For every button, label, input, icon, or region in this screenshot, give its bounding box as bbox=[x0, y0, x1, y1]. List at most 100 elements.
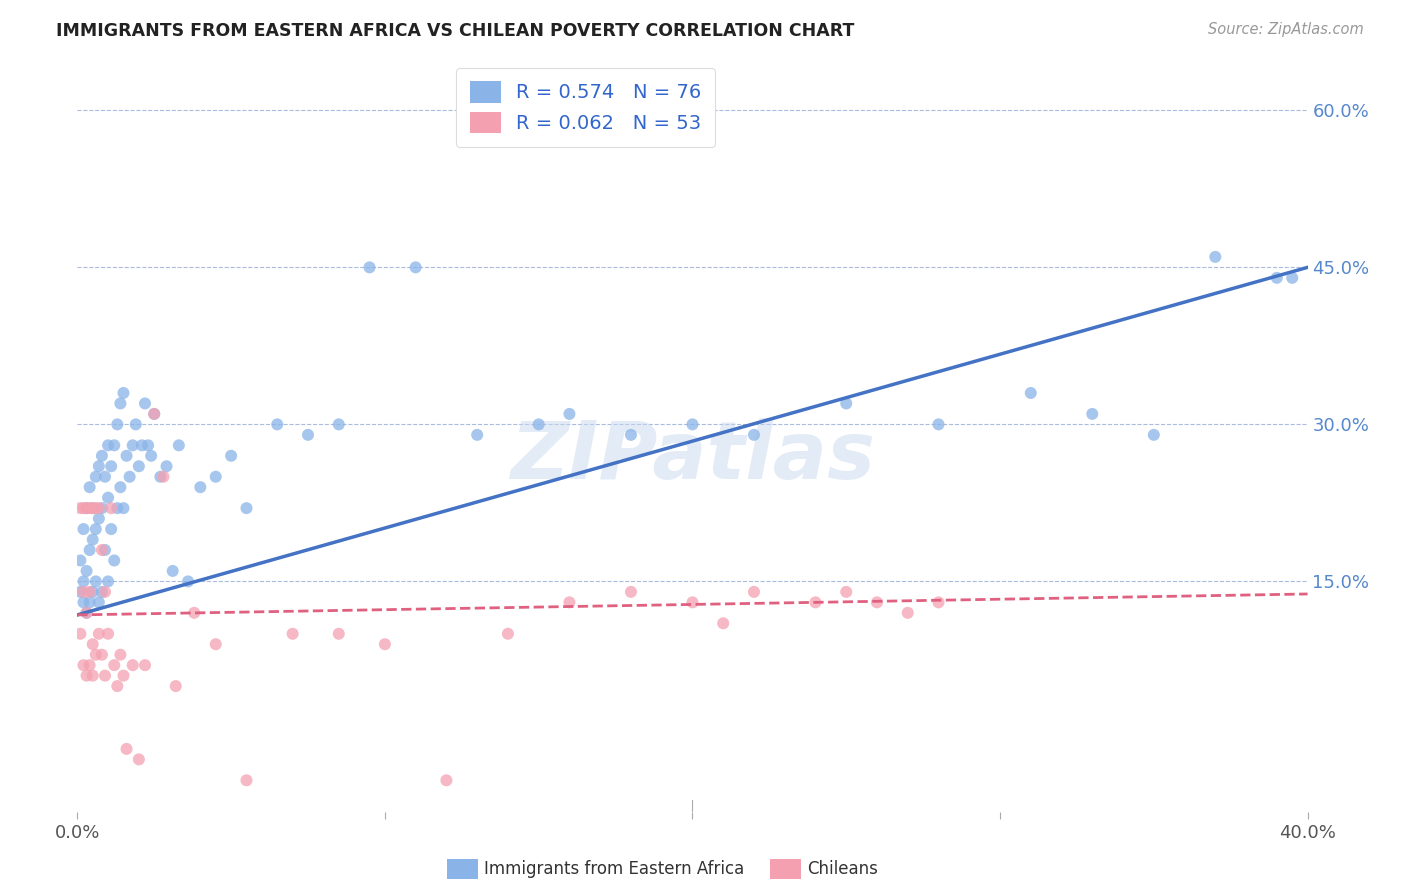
Point bbox=[97, 491, 120, 505]
Point bbox=[112, 386, 135, 401]
Point bbox=[76, 501, 98, 516]
Text: Source: ZipAtlas.com: Source: ZipAtlas.com bbox=[1208, 22, 1364, 37]
Text: Immigrants from Eastern Africa: Immigrants from Eastern Africa bbox=[484, 860, 744, 878]
Point bbox=[128, 752, 150, 766]
Point bbox=[128, 459, 150, 474]
Point bbox=[866, 595, 889, 609]
Point bbox=[76, 501, 98, 516]
Point bbox=[94, 543, 117, 558]
Point bbox=[97, 626, 120, 640]
Point bbox=[804, 595, 827, 609]
Point bbox=[110, 396, 132, 410]
Legend: R = 0.574   N = 76, R = 0.062   N = 53: R = 0.574 N = 76, R = 0.062 N = 53 bbox=[456, 68, 716, 147]
Point bbox=[183, 606, 205, 620]
Point bbox=[742, 428, 765, 442]
Point bbox=[76, 668, 98, 682]
Point bbox=[188, 480, 212, 494]
Point bbox=[72, 574, 94, 589]
Point bbox=[835, 396, 858, 410]
Point bbox=[84, 574, 107, 589]
Point bbox=[69, 626, 91, 640]
Point bbox=[359, 260, 381, 275]
Point bbox=[143, 407, 166, 421]
Point bbox=[90, 585, 114, 599]
Point bbox=[620, 428, 643, 442]
Point bbox=[105, 679, 128, 693]
Point bbox=[69, 585, 91, 599]
Point bbox=[94, 585, 117, 599]
Point bbox=[558, 407, 581, 421]
Point bbox=[143, 407, 166, 421]
Point bbox=[72, 658, 94, 673]
Point bbox=[79, 585, 101, 599]
Point bbox=[328, 417, 350, 432]
Point bbox=[141, 449, 163, 463]
Point bbox=[1019, 386, 1042, 401]
Point bbox=[1204, 250, 1226, 264]
Point bbox=[405, 260, 427, 275]
Text: IMMIGRANTS FROM EASTERN AFRICA VS CHILEAN POVERTY CORRELATION CHART: IMMIGRANTS FROM EASTERN AFRICA VS CHILEA… bbox=[56, 22, 855, 40]
Point bbox=[79, 543, 101, 558]
Point bbox=[162, 564, 184, 578]
Point bbox=[1265, 270, 1288, 285]
Point bbox=[149, 469, 172, 483]
Point bbox=[103, 553, 125, 567]
Point bbox=[82, 585, 104, 599]
Point bbox=[558, 595, 581, 609]
Point bbox=[79, 658, 101, 673]
Point bbox=[79, 595, 101, 609]
Point bbox=[87, 501, 110, 516]
Point bbox=[134, 658, 156, 673]
Point bbox=[374, 637, 396, 651]
Point bbox=[103, 658, 125, 673]
Point bbox=[82, 533, 104, 547]
Point bbox=[94, 668, 117, 682]
Point bbox=[105, 501, 128, 516]
Point bbox=[100, 501, 122, 516]
Point bbox=[69, 553, 91, 567]
Point bbox=[1143, 428, 1166, 442]
Point bbox=[76, 606, 98, 620]
Point bbox=[527, 417, 550, 432]
Point bbox=[94, 469, 117, 483]
Point bbox=[90, 648, 114, 662]
Point bbox=[103, 438, 125, 452]
Point bbox=[72, 595, 94, 609]
Point bbox=[105, 417, 128, 432]
Point bbox=[87, 626, 110, 640]
Point bbox=[835, 585, 858, 599]
Point bbox=[436, 773, 458, 788]
Point bbox=[87, 459, 110, 474]
Point bbox=[219, 449, 242, 463]
Point bbox=[79, 501, 101, 516]
Point bbox=[204, 637, 226, 651]
Point bbox=[118, 469, 141, 483]
Point bbox=[1281, 270, 1303, 285]
Point bbox=[136, 438, 159, 452]
Point bbox=[69, 501, 91, 516]
Point bbox=[72, 501, 94, 516]
Point bbox=[76, 564, 98, 578]
Point bbox=[281, 626, 304, 640]
Point bbox=[465, 428, 488, 442]
Point bbox=[266, 417, 288, 432]
Point bbox=[682, 417, 704, 432]
Point bbox=[165, 679, 187, 693]
Point bbox=[235, 501, 257, 516]
Point bbox=[90, 543, 114, 558]
Point bbox=[72, 522, 94, 536]
Point bbox=[72, 585, 94, 599]
Point bbox=[1081, 407, 1104, 421]
Point bbox=[928, 417, 950, 432]
Point bbox=[97, 438, 120, 452]
Text: Chileans: Chileans bbox=[807, 860, 877, 878]
Point bbox=[328, 626, 350, 640]
Point bbox=[110, 648, 132, 662]
Point bbox=[496, 626, 519, 640]
Point bbox=[235, 773, 257, 788]
Point bbox=[897, 606, 920, 620]
Point bbox=[87, 511, 110, 525]
Point bbox=[82, 501, 104, 516]
Point bbox=[167, 438, 190, 452]
Text: ZIPatlas: ZIPatlas bbox=[510, 418, 875, 497]
